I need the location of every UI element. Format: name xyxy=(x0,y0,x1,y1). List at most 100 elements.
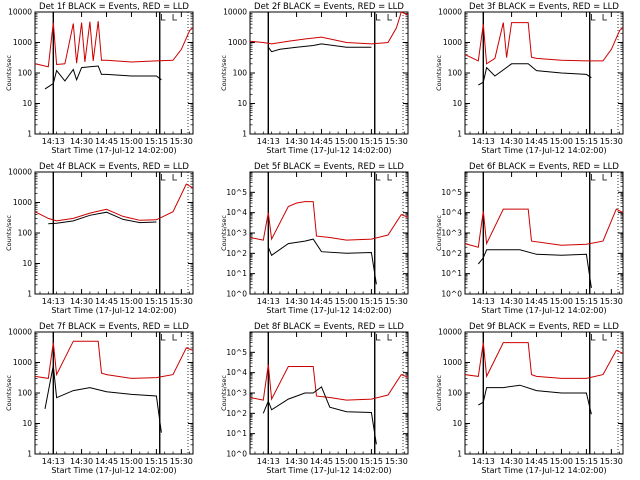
y-tick-label: 1000 xyxy=(228,38,247,47)
y-tick-label: 10^5 xyxy=(441,188,462,197)
y-tick-label: 10^2 xyxy=(226,249,247,258)
x-tick-label: 14:45 xyxy=(95,137,118,146)
x-tick-label: 14:30 xyxy=(500,137,523,146)
y-tick-label: 1000 xyxy=(443,358,462,367)
x-tick-label: 14:13 xyxy=(472,457,495,466)
interval-bracket xyxy=(161,334,166,341)
y-tick-label: 10000 xyxy=(8,168,32,177)
x-tick-label: 15:00 xyxy=(335,457,358,466)
x-tick-label: 15:15 xyxy=(575,297,598,306)
y-tick-label: 10^1 xyxy=(441,269,462,278)
x-axis-label: Start Time (17-Jul-12 14:02:00) xyxy=(266,466,391,475)
lld-series-line xyxy=(34,340,194,379)
events-series-line xyxy=(267,43,372,53)
chart-panel-9: Det 9f BLACK = Events, RED = LLD Counts/s… xyxy=(435,322,624,475)
plot-frame xyxy=(249,171,409,295)
chart-panel-8: Det 8f BLACK = Events, RED = LLD Counts/s… xyxy=(220,322,409,475)
chart-panel-1: Det 1f BLACK = Events, RED = LLD Counts/s… xyxy=(5,2,194,155)
events-series-line xyxy=(44,365,162,433)
lld-series-line xyxy=(464,208,624,248)
events-series-line xyxy=(262,386,377,445)
x-tick-label: 14:13 xyxy=(257,137,280,146)
chart-title: Det 7f BLACK = Events, RED = LLD xyxy=(39,322,189,332)
x-tick-label: 15:30 xyxy=(600,297,623,306)
interval-bracket xyxy=(591,174,596,181)
chart-panel-3: Det 3f BLACK = Events, RED = LLD Counts/s… xyxy=(435,2,624,155)
events-series-line xyxy=(477,249,592,288)
plot-frame xyxy=(249,11,409,135)
y-tick-label: 10 xyxy=(22,99,32,108)
interval-bracket xyxy=(602,174,608,181)
interval-bracket xyxy=(172,14,178,21)
interval-bracket xyxy=(172,334,178,341)
y-tick-label: 100 xyxy=(18,69,33,78)
x-tick-label: 15:00 xyxy=(550,137,573,146)
x-tick-label: 15:00 xyxy=(550,457,573,466)
x-axis-label: Start Time (17-Jul-12 14:02:00) xyxy=(481,146,606,155)
y-axis-label: Counts/sec xyxy=(435,215,443,251)
events-series-line xyxy=(44,65,162,90)
y-tick-label: 100 xyxy=(448,389,463,398)
interval-bracket xyxy=(376,174,381,181)
x-tick-label: 15:00 xyxy=(120,457,143,466)
x-axis-label: Start Time (17-Jul-12 14:02:00) xyxy=(51,146,176,155)
interval-bracket xyxy=(161,174,166,181)
y-tick-label: 100 xyxy=(18,389,33,398)
y-tick-label: 10^1 xyxy=(226,269,247,278)
y-tick-label: 100 xyxy=(448,69,463,78)
x-tick-label: 15:15 xyxy=(145,457,168,466)
chart-title: Det 8f BLACK = Events, RED = LLD xyxy=(254,322,404,332)
interval-bracket xyxy=(591,14,596,21)
chart-panel-6: Det 6f BLACK = Events, RED = LLD Counts/s… xyxy=(435,162,624,315)
x-axis-label: Start Time (17-Jul-12 14:02:00) xyxy=(481,306,606,315)
interval-bracket xyxy=(387,334,393,341)
plot-frame xyxy=(249,331,409,455)
y-axis-label: Counts/sec xyxy=(5,55,13,91)
y-tick-label: 10^5 xyxy=(226,348,247,357)
x-axis-label: Start Time (17-Jul-12 14:02:00) xyxy=(51,466,176,475)
chart-title: Det 1f BLACK = Events, RED = LLD xyxy=(39,2,189,12)
y-tick-label: 10^4 xyxy=(226,368,247,377)
x-axis-label: Start Time (17-Jul-12 14:02:00) xyxy=(481,466,606,475)
chart-panel-5: Det 5f BLACK = Events, RED = LLD Counts/s… xyxy=(220,162,409,315)
x-tick-label: 15:00 xyxy=(120,137,143,146)
y-tick-label: 10^1 xyxy=(226,429,247,438)
y-tick-label: 10 xyxy=(452,419,462,428)
x-tick-label: 15:00 xyxy=(550,297,573,306)
y-axis-label: Counts/sec xyxy=(5,215,13,251)
y-tick-label: 1 xyxy=(27,450,32,459)
x-tick-label: 15:15 xyxy=(575,457,598,466)
x-tick-label: 15:30 xyxy=(385,457,408,466)
interval-bracket xyxy=(602,334,608,341)
y-tick-label: 1 xyxy=(457,450,462,459)
y-tick-label: 10 xyxy=(22,259,32,268)
y-tick-label: 1 xyxy=(27,290,32,299)
x-tick-label: 14:13 xyxy=(472,137,495,146)
chart-title: Det 4f BLACK = Events, RED = LLD xyxy=(39,162,189,172)
y-axis-label: Counts/sec xyxy=(5,375,13,411)
x-tick-label: 15:15 xyxy=(575,137,598,146)
x-tick-label: 15:30 xyxy=(170,457,193,466)
events-series-line xyxy=(48,211,157,225)
x-tick-label: 14:30 xyxy=(500,457,523,466)
y-axis-label: Counts/sec xyxy=(220,375,228,411)
chart-panel-2: Det 2f BLACK = Events, RED = LLD Counts/s… xyxy=(220,2,409,155)
lld-series-line xyxy=(249,11,409,45)
x-tick-label: 14:30 xyxy=(285,457,308,466)
interval-bracket xyxy=(376,14,381,21)
y-tick-label: 1 xyxy=(457,130,462,139)
events-series-line xyxy=(267,238,377,285)
interval-bracket xyxy=(172,174,178,181)
lld-series-line xyxy=(464,342,624,379)
y-tick-label: 10^2 xyxy=(441,249,462,258)
y-tick-label: 1 xyxy=(242,130,247,139)
y-tick-label: 10^2 xyxy=(226,409,247,418)
y-tick-label: 1000 xyxy=(13,358,32,367)
x-tick-label: 14:45 xyxy=(310,457,333,466)
x-tick-label: 14:30 xyxy=(70,457,93,466)
lld-series-line xyxy=(464,22,624,65)
interval-bracket xyxy=(387,14,393,21)
y-tick-label: 10^4 xyxy=(226,208,247,217)
y-tick-label: 10^3 xyxy=(226,389,247,398)
